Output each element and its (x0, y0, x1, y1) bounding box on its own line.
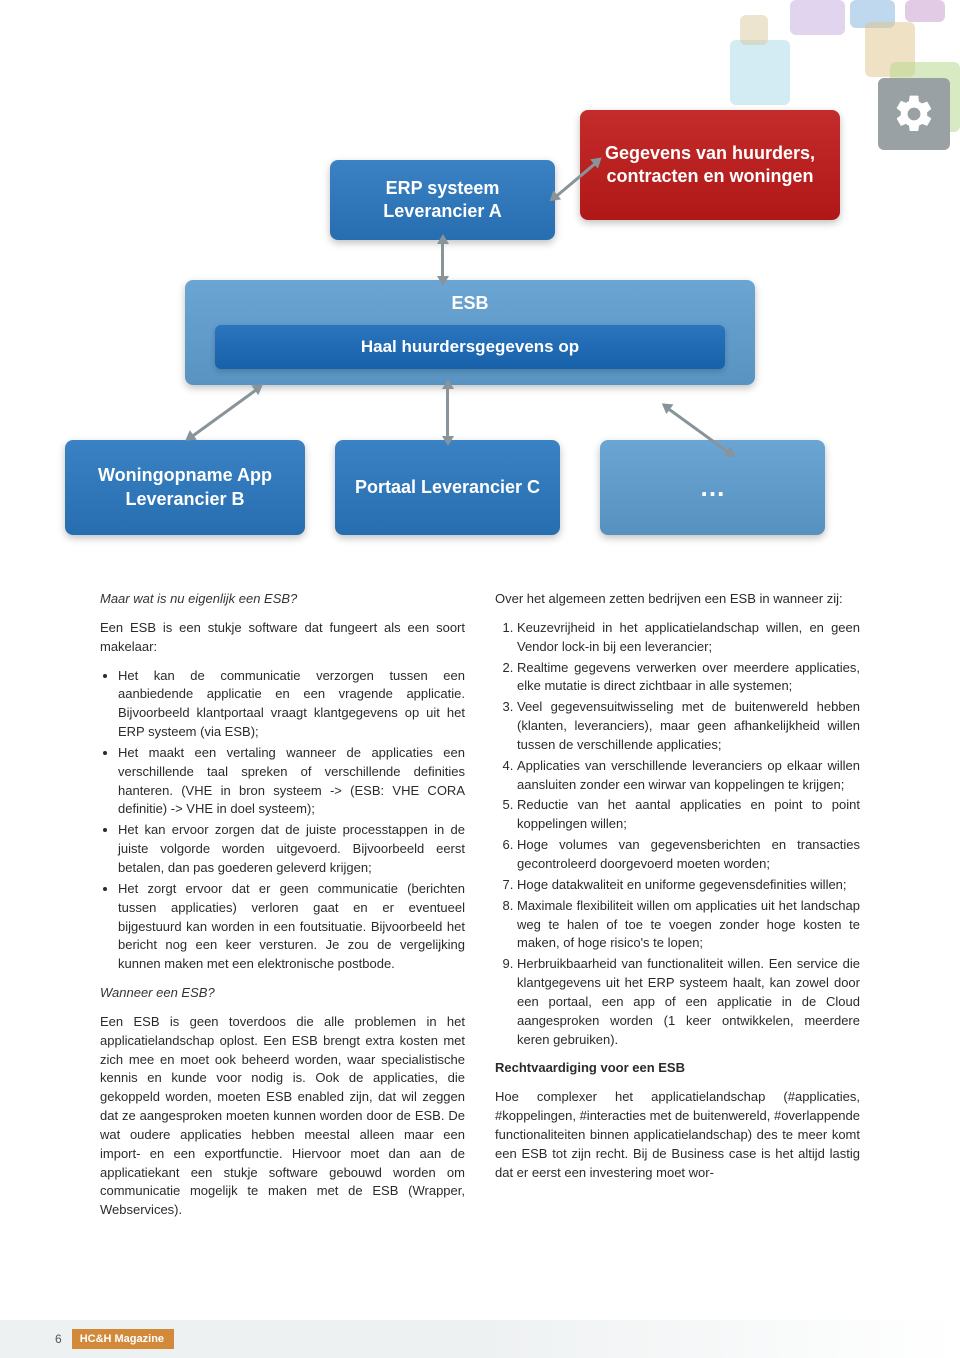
diagram-box-portaal: Portaal Leverancier C (335, 440, 560, 535)
article-lead: Over het algemeen zetten bedrijven een E… (495, 590, 860, 609)
diagram-box-esb-inner: Haal huurdersgegevens op (215, 325, 725, 369)
magazine-name: HC&H Magazine (72, 1329, 174, 1349)
deco-square (790, 0, 845, 35)
diagram-box-erp: ERP systeem Leverancier A (330, 160, 555, 240)
article-heading: Rechtvaardiging voor een ESB (495, 1060, 685, 1075)
diagram-box-dots: … (600, 440, 825, 535)
article-number-item: Maximale flexibiliteit willen om applica… (517, 897, 860, 954)
article-col-left: Maar wat is nu eigenlijk een ESB? Een ES… (100, 590, 465, 1230)
diagram-box-woning: Woningopname App Leverancier B (65, 440, 305, 535)
diagram-arrowhead (442, 379, 454, 389)
article-number-item: Hoge volumes van gegevensberichten en tr… (517, 836, 860, 874)
deco-square (730, 40, 790, 105)
deco-square (905, 0, 945, 22)
page-footer: 6 HC&H Magazine (0, 1320, 960, 1358)
diagram-arrow (446, 385, 449, 440)
diagram-box-label: Portaal Leverancier C (355, 476, 540, 499)
diagram-arrowhead (437, 234, 449, 244)
article-paragraph: Een ESB is geen toverdoos die alle probl… (100, 1013, 465, 1220)
diagram-arrowhead (437, 276, 449, 286)
article-col-right: Over het algemeen zetten bedrijven een E… (495, 590, 860, 1230)
article-number-item: Realtime gegevens verwerken over meerder… (517, 659, 860, 697)
diagram-arrow (441, 240, 444, 280)
article-intro: Een ESB is een stukje software dat funge… (100, 619, 465, 657)
article-number-item: Herbruikbaarheid van functionaliteit wil… (517, 955, 860, 1049)
diagram-box-label: … (700, 471, 726, 505)
article-bullet: Het maakt een vertaling wanneer de appli… (118, 744, 465, 819)
page-number: 6 (55, 1332, 62, 1346)
article-number-item: Veel gegevensuitwisseling met de buitenw… (517, 698, 860, 755)
gear-icon (892, 92, 936, 136)
article-paragraph: Hoe complexer het applicatielandschap (#… (495, 1088, 860, 1182)
article-bullet: Het zorgt ervoor dat er geen communicati… (118, 880, 465, 974)
article-number-item: Reductie van het aantal applicaties en p… (517, 796, 860, 834)
article-bullet: Het kan de communicatie verzorgen tussen… (118, 667, 465, 742)
deco-square (740, 15, 768, 45)
article-content: Maar wat is nu eigenlijk een ESB? Een ES… (100, 590, 860, 1230)
diagram-box-label: Gegevens van huurders, contracten en won… (590, 142, 830, 189)
article-heading: Wanneer een ESB? (100, 985, 215, 1000)
article-number-item: Applicaties van verschillende leverancie… (517, 757, 860, 795)
article-number-item: Keuzevrijheid in het applicatielandschap… (517, 619, 860, 657)
diagram-box-label: Haal huurdersgegevens op (361, 336, 579, 358)
diagram-box-esb: ESB Haal huurdersgegevens op (185, 280, 755, 385)
diagram-arrowhead (442, 436, 454, 446)
diagram-arrow (191, 388, 257, 437)
diagram-box-label: ERP systeem Leverancier A (340, 177, 545, 224)
gear-icon-box (878, 78, 950, 150)
article-ordered-list: Keuzevrijheid in het applicatielandschap… (495, 619, 860, 1050)
article-bullets: Het kan de communicatie verzorgen tussen… (100, 667, 465, 975)
diagram-box-gegevens: Gegevens van huurders, contracten en won… (580, 110, 840, 220)
diagram-box-label: Woningopname App Leverancier B (75, 464, 295, 511)
diagram-box-label: ESB (185, 292, 755, 315)
article-number-item: Hoge datakwaliteit en uniforme gegevensd… (517, 876, 860, 895)
article-heading: Maar wat is nu eigenlijk een ESB? (100, 591, 297, 606)
esb-diagram: ERP systeem Leverancier A Gegevens van h… (80, 110, 860, 560)
article-bullet: Het kan ervoor zorgen dat de juiste proc… (118, 821, 465, 878)
